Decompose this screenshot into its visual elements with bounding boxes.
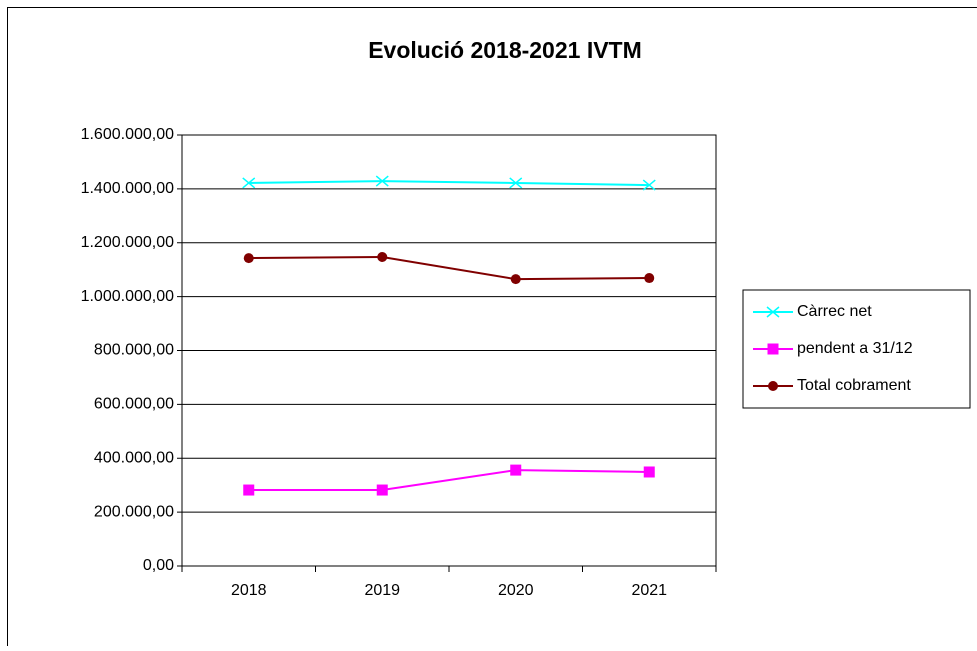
y-tick-label: 800.000,00 xyxy=(94,342,174,359)
data-point xyxy=(510,465,521,476)
data-point xyxy=(644,273,654,283)
legend-label: pendent a 31/12 xyxy=(797,340,913,357)
x-tick-label: 2019 xyxy=(364,582,400,599)
legend-marker xyxy=(768,344,779,355)
y-tick-label: 1.000.000,00 xyxy=(81,288,175,305)
x-tick-label: 2021 xyxy=(631,582,667,599)
data-point xyxy=(377,485,388,496)
chart-title: Evolució 2018-2021 IVTM xyxy=(368,37,642,63)
y-tick-label: 1.200.000,00 xyxy=(81,234,175,251)
legend-label: Total cobrament xyxy=(797,377,911,394)
y-tick-label: 200.000,00 xyxy=(94,503,174,520)
data-point xyxy=(644,466,655,477)
data-point xyxy=(244,253,254,263)
y-tick-label: 1.600.000,00 xyxy=(81,126,175,143)
y-tick-label: 600.000,00 xyxy=(94,396,174,413)
data-point xyxy=(377,252,387,262)
x-tick-label: 2020 xyxy=(498,582,534,599)
data-point xyxy=(243,485,254,496)
data-point xyxy=(511,274,521,284)
legend-label: Càrrec net xyxy=(797,303,872,320)
y-tick-label: 400.000,00 xyxy=(94,449,174,466)
x-tick-label: 2018 xyxy=(231,582,267,599)
y-tick-label: 1.400.000,00 xyxy=(81,180,175,197)
legend-marker xyxy=(768,381,778,391)
y-tick-label: 0,00 xyxy=(143,557,174,574)
